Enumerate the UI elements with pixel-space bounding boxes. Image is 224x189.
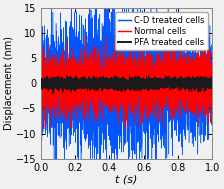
- X-axis label: t (s): t (s): [115, 175, 138, 185]
- Y-axis label: Displacement (nm): Displacement (nm): [4, 36, 14, 130]
- Legend: C-D treated cells, Normal cells, PFA treated cells: C-D treated cells, Normal cells, PFA tre…: [115, 12, 208, 50]
